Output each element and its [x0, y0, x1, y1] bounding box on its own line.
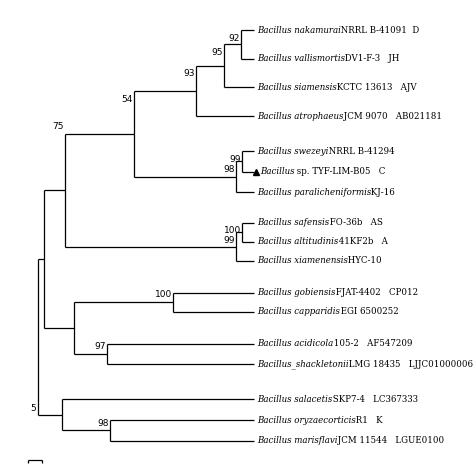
Text: KJ-16: KJ-16 — [368, 188, 395, 197]
Text: 97: 97 — [94, 342, 106, 351]
Text: Bacillus swezeyi: Bacillus swezeyi — [257, 146, 329, 155]
Text: Bacillus paralicheniformis: Bacillus paralicheniformis — [257, 188, 372, 197]
Text: EGI 6500252: EGI 6500252 — [337, 307, 398, 316]
Text: LMG 18435   LJJC01000006: LMG 18435 LJJC01000006 — [346, 360, 473, 369]
Text: Bacillus capparidis: Bacillus capparidis — [257, 307, 340, 316]
Text: Bacillus nakamurai: Bacillus nakamurai — [257, 26, 341, 35]
Text: 95: 95 — [211, 48, 223, 57]
Text: 98: 98 — [224, 165, 235, 174]
Text: DV1-F-3   JH: DV1-F-3 JH — [343, 54, 400, 63]
Text: Bacillus atrophaeus: Bacillus atrophaeus — [257, 111, 344, 120]
Text: 92: 92 — [228, 34, 239, 43]
Text: SKP7-4   LC367333: SKP7-4 LC367333 — [330, 395, 418, 404]
Text: Bacillus: Bacillus — [260, 167, 295, 176]
Text: FJAT-4402   CP012: FJAT-4402 CP012 — [333, 288, 418, 297]
Text: Bacillus acidicola: Bacillus acidicola — [257, 339, 334, 348]
Text: 99: 99 — [224, 236, 235, 245]
Text: sp. TYF-LIM-B05   C: sp. TYF-LIM-B05 C — [294, 167, 385, 176]
Text: HYC-10: HYC-10 — [345, 256, 382, 265]
Text: 54: 54 — [121, 95, 133, 104]
Text: 41KF2b   A: 41KF2b A — [336, 237, 388, 246]
Text: KCTC 13613   AJV: KCTC 13613 AJV — [335, 83, 417, 92]
Text: NRRL B-41294: NRRL B-41294 — [327, 146, 395, 155]
Text: 5: 5 — [30, 403, 36, 412]
Text: Bacillus altitudinis: Bacillus altitudinis — [257, 237, 338, 246]
Text: Bacillus safensis: Bacillus safensis — [257, 218, 329, 227]
Text: Bacillus xiamenensis: Bacillus xiamenensis — [257, 256, 348, 265]
Text: JCM 11544   LGUE0100: JCM 11544 LGUE0100 — [335, 436, 444, 445]
Text: R1   K: R1 K — [353, 416, 383, 425]
Text: 98: 98 — [97, 419, 109, 428]
Text: 100: 100 — [224, 226, 241, 235]
Text: FO-36b   AS: FO-36b AS — [327, 218, 383, 227]
Text: 75: 75 — [52, 122, 64, 131]
Text: Bacillus siamensis: Bacillus siamensis — [257, 83, 337, 92]
Text: 100: 100 — [155, 291, 172, 300]
Text: NRRL B-41091  D: NRRL B-41091 D — [338, 26, 420, 35]
Text: Bacillus salacetis: Bacillus salacetis — [257, 395, 333, 404]
Text: 93: 93 — [183, 69, 194, 78]
Text: Bacillus oryzaecorticis: Bacillus oryzaecorticis — [257, 416, 356, 425]
Text: Bacillus_shackletonii: Bacillus_shackletonii — [257, 359, 349, 369]
Text: Bacillus vallismortis: Bacillus vallismortis — [257, 54, 346, 63]
Text: 99: 99 — [229, 155, 241, 164]
Text: 105-2   AF547209: 105-2 AF547209 — [331, 339, 412, 348]
Text: Bacillus gobiensis: Bacillus gobiensis — [257, 288, 336, 297]
Text: JCM 9070   AB021181: JCM 9070 AB021181 — [341, 111, 442, 120]
Text: Bacillus marisflavi: Bacillus marisflavi — [257, 436, 338, 445]
